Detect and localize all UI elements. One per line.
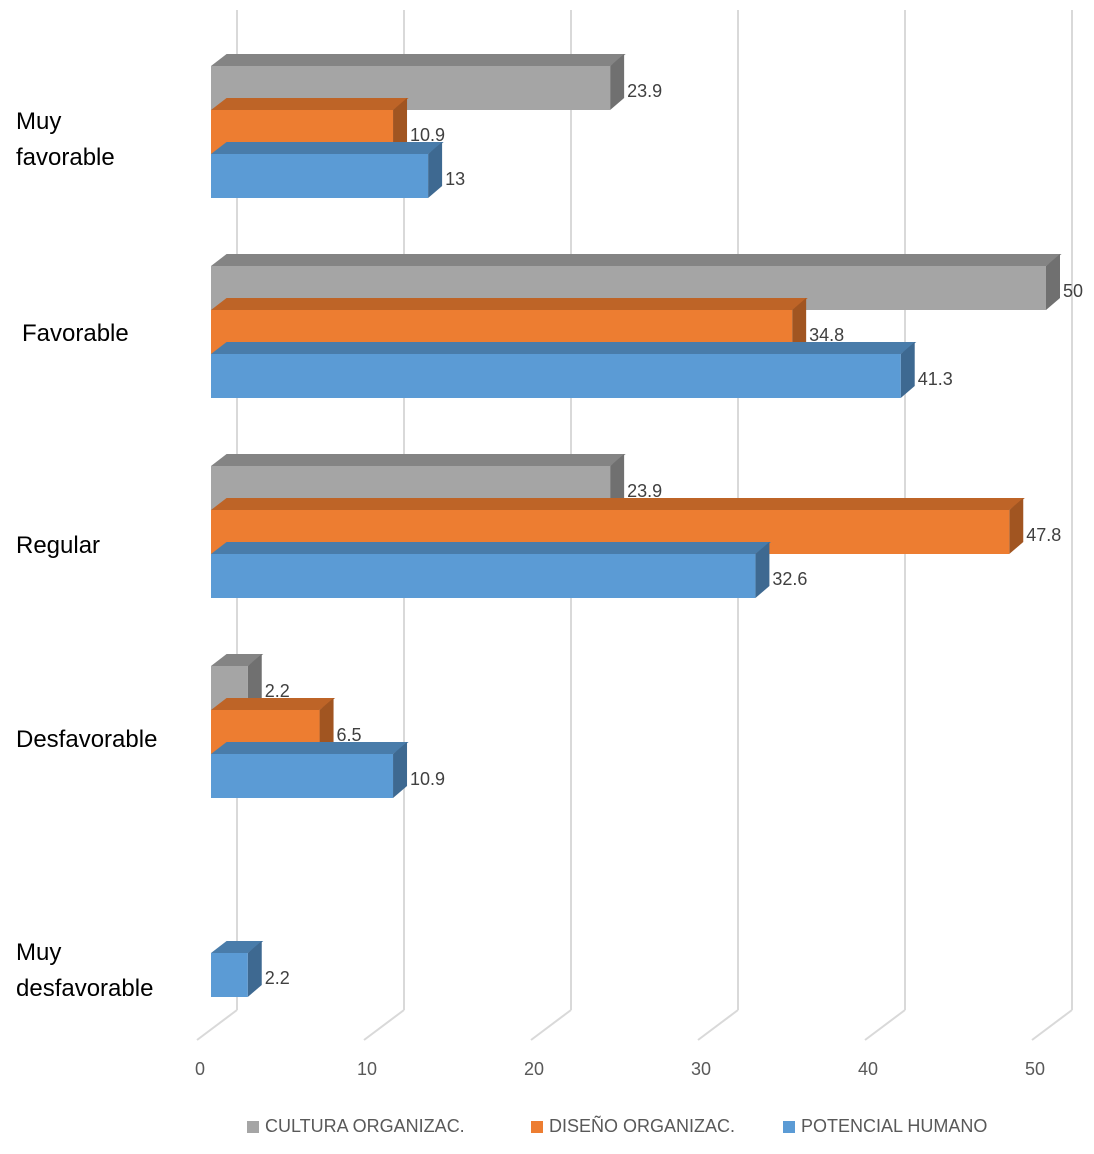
x-tick-label: 0 bbox=[195, 1059, 205, 1079]
bar-top bbox=[211, 654, 264, 666]
floor-gridline bbox=[864, 1009, 906, 1041]
data-label: 23.9 bbox=[627, 81, 662, 101]
bar-top bbox=[211, 454, 626, 466]
bar-top bbox=[211, 298, 808, 310]
floor-gridline bbox=[1031, 1009, 1073, 1041]
legend-label-potencial: POTENCIAL HUMANO bbox=[801, 1116, 988, 1136]
bar-top bbox=[211, 142, 444, 154]
floor-gridline bbox=[196, 1009, 238, 1041]
x-tick-label: 40 bbox=[858, 1059, 878, 1079]
data-label: 2.2 bbox=[265, 681, 290, 701]
bar-top bbox=[211, 54, 626, 66]
bar-side bbox=[610, 54, 625, 110]
data-label: 6.5 bbox=[337, 725, 362, 745]
category-label: Muy favorable bbox=[16, 108, 115, 171]
data-label: 50 bbox=[1063, 281, 1083, 301]
bar-top bbox=[211, 542, 772, 554]
x-tick-label: 20 bbox=[524, 1059, 544, 1079]
bar-top bbox=[211, 342, 917, 354]
x-tick-label: 10 bbox=[357, 1059, 377, 1079]
bar-side bbox=[247, 941, 262, 997]
data-label: 10.9 bbox=[410, 769, 445, 789]
legend-swatch-potencial bbox=[783, 1120, 795, 1133]
bar-side bbox=[1046, 254, 1060, 310]
data-label: 34.8 bbox=[809, 325, 844, 345]
bar-side bbox=[393, 98, 408, 154]
data-label: 32.6 bbox=[772, 569, 807, 589]
bar bbox=[211, 554, 756, 598]
category-label: Favorable bbox=[22, 320, 129, 347]
legend-item-potencial: POTENCIAL HUMANO bbox=[783, 1116, 987, 1137]
data-label: 13 bbox=[445, 169, 465, 189]
legend-swatch-diseno bbox=[531, 1120, 543, 1133]
x-tick-label: 30 bbox=[691, 1059, 711, 1079]
data-label: 2.2 bbox=[265, 968, 290, 988]
bar bbox=[211, 154, 429, 198]
bar-side bbox=[247, 654, 262, 710]
legend-label-cultura: CULTURA ORGANIZAC. bbox=[265, 1116, 465, 1136]
floor-gridline bbox=[530, 1009, 572, 1041]
bar-top bbox=[211, 254, 1062, 266]
data-label: 10.9 bbox=[410, 125, 445, 145]
bar bbox=[211, 754, 394, 798]
bar bbox=[211, 953, 248, 997]
bar-side bbox=[393, 742, 408, 798]
category-label: Desfavorable bbox=[16, 726, 158, 753]
bar-side bbox=[900, 342, 915, 398]
x-tick-label: 50 bbox=[1025, 1059, 1045, 1079]
bar-side bbox=[428, 142, 443, 198]
bar-top bbox=[211, 698, 336, 710]
data-label: 47.8 bbox=[1026, 525, 1061, 545]
bar-side bbox=[755, 542, 770, 598]
category-label: Muy desfavorable bbox=[16, 939, 154, 1002]
legend-swatch-cultura bbox=[247, 1120, 259, 1133]
legend: CULTURA ORGANIZAC. DISEÑO ORGANIZAC. POT… bbox=[0, 1116, 1094, 1146]
bar-side bbox=[792, 298, 807, 354]
bar-top bbox=[211, 742, 409, 754]
category-label: Regular bbox=[16, 532, 101, 559]
bar-side bbox=[1009, 498, 1024, 554]
data-label: 41.3 bbox=[918, 369, 953, 389]
bar-top bbox=[211, 498, 1025, 510]
bar-top bbox=[211, 941, 264, 953]
floor-gridline bbox=[363, 1009, 405, 1041]
legend-item-diseno: DISEÑO ORGANIZAC. bbox=[531, 1116, 735, 1137]
legend-item-cultura: CULTURA ORGANIZAC. bbox=[247, 1116, 465, 1137]
bar-top bbox=[211, 98, 409, 110]
legend-label-diseno: DISEÑO ORGANIZAC. bbox=[549, 1116, 736, 1136]
floor-gridline bbox=[697, 1009, 739, 1041]
data-label: 23.9 bbox=[627, 481, 662, 501]
bar-side bbox=[319, 698, 334, 754]
bar-side bbox=[610, 454, 625, 510]
bar bbox=[211, 354, 901, 398]
